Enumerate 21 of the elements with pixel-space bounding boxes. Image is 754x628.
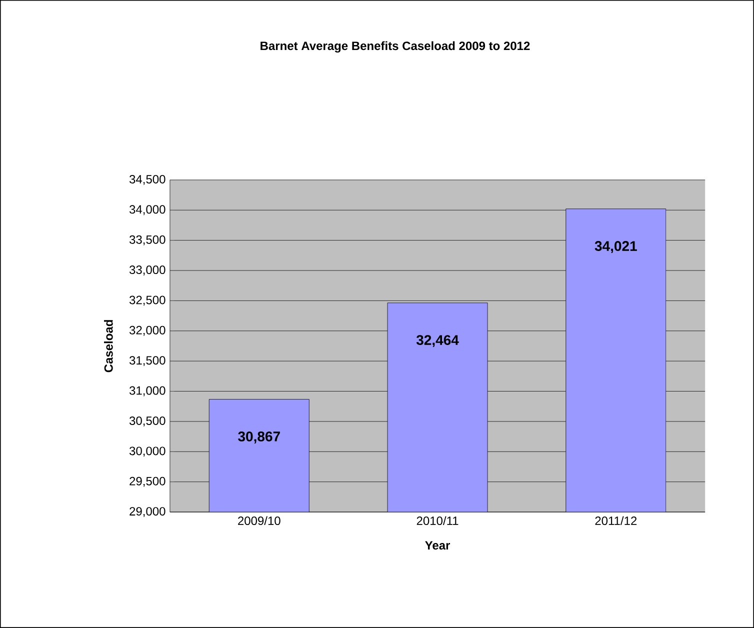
x-tick-label: 2010/11 [416, 516, 458, 526]
data-label: 32,464 [416, 335, 459, 348]
x-tick-label: 2009/10 [238, 516, 280, 526]
y-tick-label: 31,000 [129, 386, 166, 396]
y-tick-label: 32,000 [129, 326, 166, 336]
y-tick-label: 34,500 [129, 174, 166, 185]
y-tick-label: 29,000 [130, 507, 166, 517]
x-axis-title: Year [425, 541, 450, 550]
y-tick-label: 30,500 [129, 416, 166, 426]
y-tick-label: 29,500 [130, 476, 166, 487]
y-tick-label: 33,500 [129, 235, 166, 246]
data-label: 34,021 [594, 241, 637, 254]
y-tick-label: 32,500 [129, 296, 166, 306]
y-tick-label: 31,500 [129, 356, 166, 366]
y-tick-label: 33,000 [129, 266, 166, 276]
y-tick-label: 34,000 [129, 205, 166, 216]
y-axis-title: Caseload [104, 320, 113, 372]
x-tick-label: 2011/12 [595, 516, 637, 526]
y-tick-label: 30,000 [129, 446, 166, 457]
data-label: 30,867 [238, 432, 280, 444]
chart-title: Barnet Average Benefits Caseload 2009 to 2012 [260, 41, 530, 53]
